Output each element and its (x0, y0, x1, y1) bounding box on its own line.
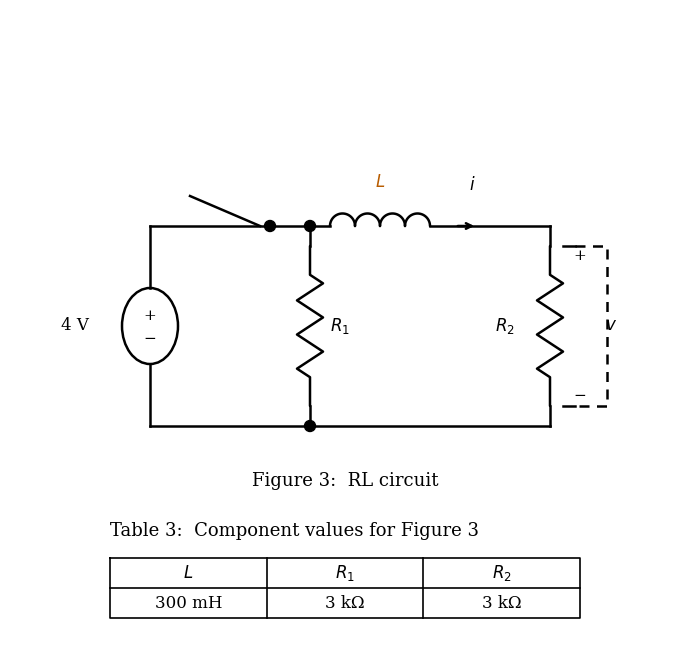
Text: 3 kΩ: 3 kΩ (325, 594, 365, 612)
Text: $v$: $v$ (605, 317, 617, 335)
Text: 3 kΩ: 3 kΩ (482, 594, 522, 612)
Text: $L$: $L$ (375, 174, 385, 191)
Text: 300 mH: 300 mH (155, 594, 222, 612)
Text: 4 V: 4 V (61, 317, 89, 335)
Text: Table 3:  Component values for Figure 3: Table 3: Component values for Figure 3 (110, 522, 479, 540)
Text: +: + (573, 249, 586, 263)
Circle shape (304, 220, 315, 231)
Circle shape (304, 421, 315, 432)
Text: $R_1$: $R_1$ (335, 563, 355, 583)
Text: −: − (144, 332, 157, 346)
Text: +: + (144, 309, 157, 323)
Text: $R_2$: $R_2$ (495, 316, 515, 336)
Text: $R_2$: $R_2$ (492, 563, 511, 583)
Text: Figure 3:  RL circuit: Figure 3: RL circuit (252, 472, 438, 490)
Circle shape (264, 220, 275, 231)
Text: $i$: $i$ (469, 176, 475, 194)
Text: −: − (573, 389, 586, 403)
Text: $R_1$: $R_1$ (330, 316, 350, 336)
Text: $L$: $L$ (184, 565, 193, 581)
